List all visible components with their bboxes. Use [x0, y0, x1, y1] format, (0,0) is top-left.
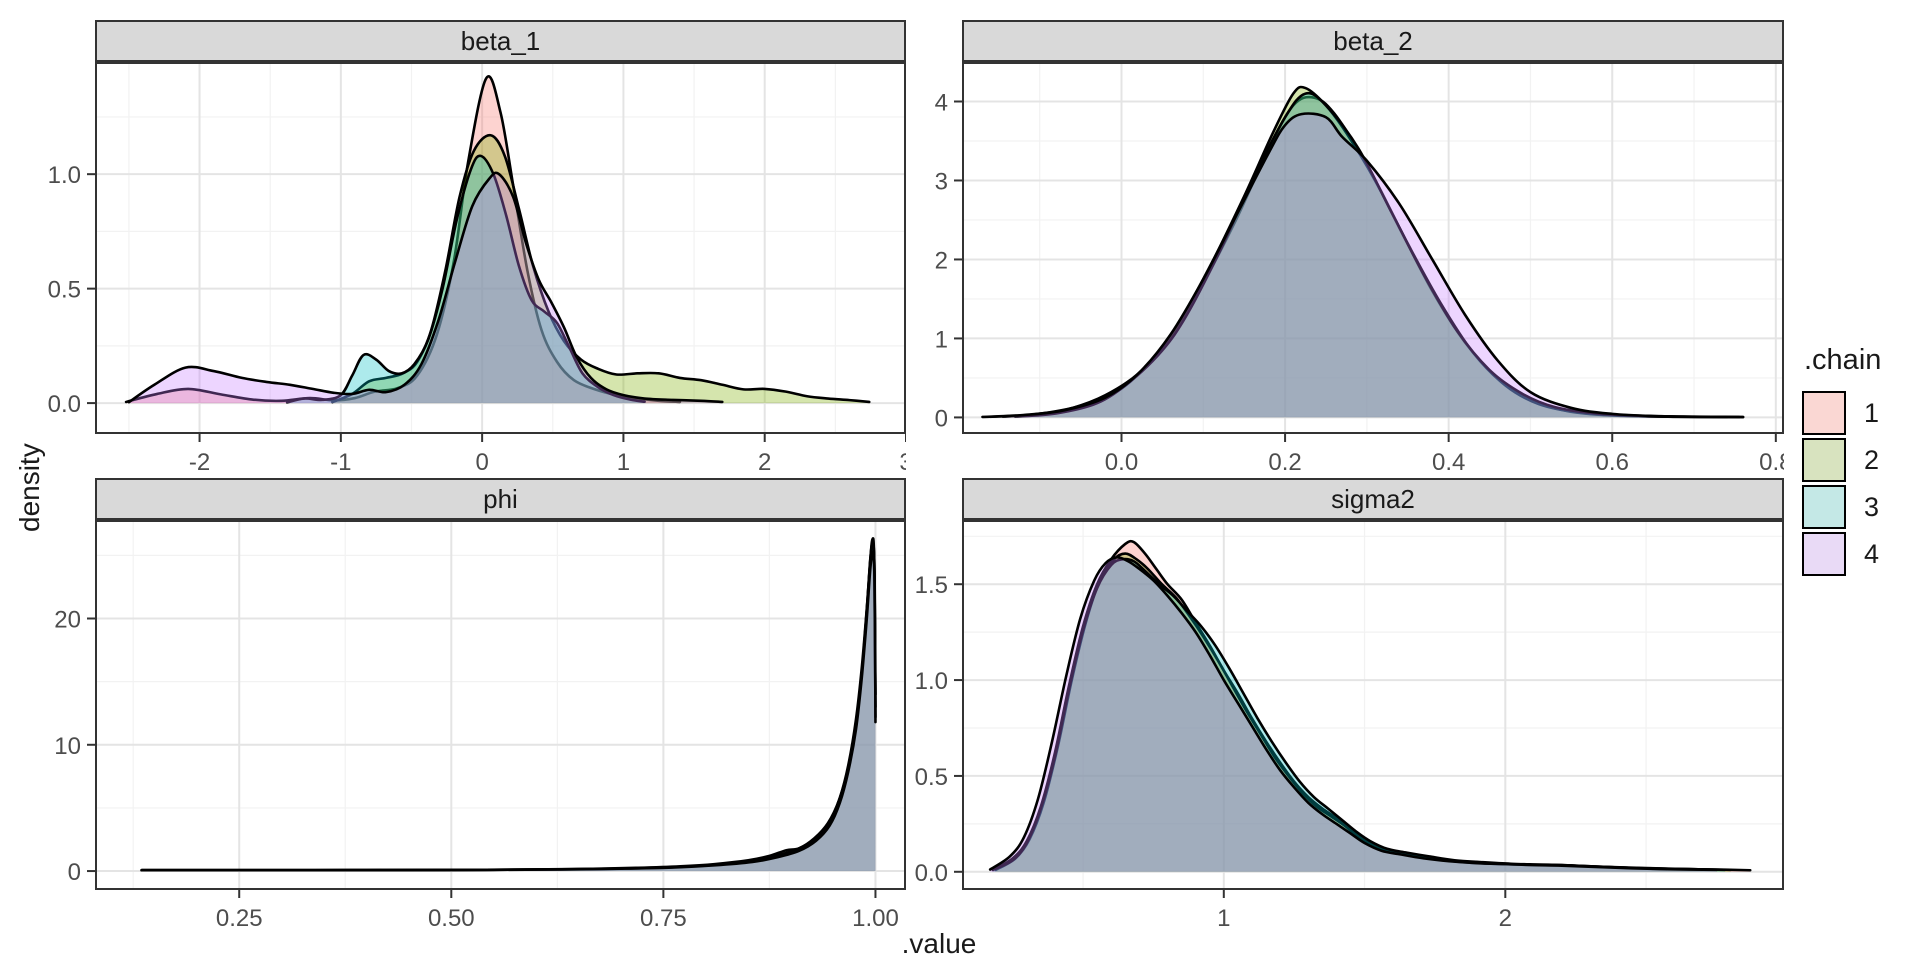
- svg-text:3: 3: [899, 449, 906, 476]
- svg-text:1.00: 1.00: [852, 905, 899, 932]
- facet-strip: sigma2: [962, 478, 1784, 520]
- facet-strip-label: beta_1: [460, 25, 541, 56]
- svg-text:0.6: 0.6: [1596, 449, 1629, 476]
- svg-text:0.50: 0.50: [428, 905, 475, 932]
- chain-1-swatch: [1802, 391, 1846, 435]
- svg-text:0.0: 0.0: [915, 860, 948, 887]
- facet-strip-label: beta_2: [1333, 25, 1413, 56]
- chain-legend: .chain 1 2 3 4: [1802, 344, 1881, 579]
- density-panel-beta-2: 0.0 0.2 0.4 0.6 0.8 0 1 2 3 4: [935, 62, 1784, 476]
- svg-text:0.0: 0.0: [48, 391, 81, 418]
- facet-beta-2: beta_2 0.0 0.2 0.4 0.6 0.8 0 1 2 3 4: [892, 20, 1784, 484]
- legend-title: .chain: [1804, 344, 1882, 376]
- facet-strip: beta_1: [95, 20, 906, 62]
- svg-text:3: 3: [935, 168, 948, 195]
- facet-strip: phi: [95, 478, 906, 520]
- svg-text:4: 4: [935, 89, 948, 116]
- legend-item: 2: [1802, 438, 1881, 482]
- svg-text:-1: -1: [330, 449, 351, 476]
- svg-text:0.5: 0.5: [48, 277, 81, 304]
- svg-text:1: 1: [935, 326, 948, 353]
- svg-text:1.0: 1.0: [48, 162, 81, 189]
- legend-item: 4: [1802, 532, 1881, 576]
- facet-phi: phi 0.25 0.50 0.75 1.00 0 10 20: [25, 478, 906, 940]
- svg-text:1.5: 1.5: [915, 572, 948, 599]
- svg-text:0.8: 0.8: [1759, 449, 1784, 476]
- svg-text:0.0: 0.0: [1105, 449, 1138, 476]
- svg-text:2: 2: [935, 247, 948, 274]
- facet-strip-label: sigma2: [1331, 483, 1415, 514]
- svg-text:1.0: 1.0: [915, 668, 948, 695]
- svg-text:0.75: 0.75: [640, 905, 687, 932]
- svg-text:0: 0: [935, 405, 948, 432]
- facet-beta-1: beta_1 -2 -1 0 1 2 3 0.0 0.5 1.0: [25, 20, 906, 484]
- legend-item-label: 1: [1864, 397, 1880, 428]
- svg-text:1: 1: [1217, 905, 1230, 932]
- legend-item: 3: [1802, 485, 1881, 529]
- legend-item-label: 2: [1864, 444, 1880, 475]
- density-panel-beta-1: -2 -1 0 1 2 3 0.0 0.5 1.0: [48, 62, 906, 476]
- density-panel-sigma2: 1 2 0.0 0.5 1.0 1.5: [915, 520, 1784, 932]
- svg-text:2: 2: [1499, 905, 1512, 932]
- svg-text:10: 10: [54, 733, 81, 760]
- facet-strip: beta_2: [962, 20, 1784, 62]
- chain-2-swatch: [1802, 438, 1846, 482]
- legend-item: 1: [1802, 391, 1881, 435]
- facet-sigma2: sigma2 1 2 0.0 0.5 1.0 1.5: [892, 478, 1784, 940]
- legend-item-label: 4: [1864, 538, 1880, 569]
- svg-text:0.2: 0.2: [1268, 449, 1301, 476]
- svg-text:0.25: 0.25: [216, 905, 263, 932]
- chain-3-swatch: [1802, 485, 1846, 529]
- svg-text:0.5: 0.5: [915, 764, 948, 791]
- svg-text:1: 1: [617, 449, 630, 476]
- facet-strip-label: phi: [483, 483, 518, 514]
- svg-text:2: 2: [758, 449, 771, 476]
- svg-text:0.4: 0.4: [1432, 449, 1465, 476]
- svg-text:-2: -2: [189, 449, 210, 476]
- svg-text:20: 20: [54, 606, 81, 633]
- x-axis-title: .value: [901, 928, 977, 959]
- chain-4-swatch: [1802, 532, 1846, 576]
- legend-item-label: 3: [1864, 491, 1880, 522]
- svg-text:0: 0: [68, 859, 81, 886]
- density-panel-phi: 0.25 0.50 0.75 1.00 0 10 20: [54, 520, 906, 932]
- svg-text:0: 0: [475, 449, 488, 476]
